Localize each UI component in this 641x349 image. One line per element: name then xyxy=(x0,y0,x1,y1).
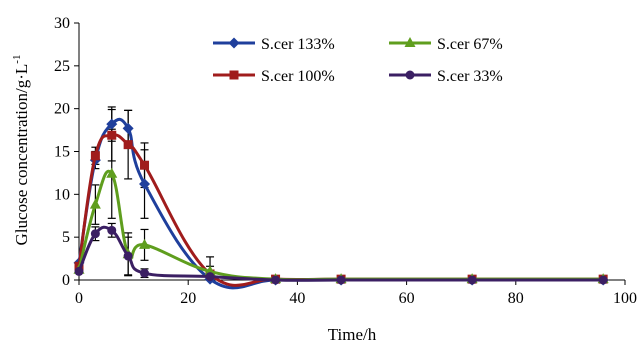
legend-label-s-cer-100: S.cer 100% xyxy=(261,68,335,85)
series-line-s-cer-133 xyxy=(77,117,604,290)
data-point-s-cer-67 xyxy=(204,265,216,276)
y-tick-label: 20 xyxy=(54,101,70,118)
data-point-s-cer-100 xyxy=(90,151,100,161)
data-point-s-cer-33 xyxy=(336,275,346,285)
legend-label-s-cer-133: S.cer 133% xyxy=(261,36,335,53)
y-tick-label: 30 xyxy=(54,15,70,32)
legend-label-s-cer-67: S.cer 67% xyxy=(437,36,503,53)
legend-marker-s-cer-67 xyxy=(404,37,416,47)
legend-marker-s-cer-33 xyxy=(405,70,415,80)
y-tick-label: 5 xyxy=(62,229,70,246)
x-tick-label: 0 xyxy=(75,290,83,307)
data-point-s-cer-133 xyxy=(122,122,134,134)
data-point-s-cer-100 xyxy=(107,130,117,140)
data-point-s-cer-67 xyxy=(106,167,118,178)
x-tick-label: 40 xyxy=(289,290,305,307)
data-point-s-cer-100 xyxy=(123,140,133,150)
tick-labels: 0 5 10 15 20 25 30 0 20 40 60 80 100 xyxy=(54,15,637,307)
y-axis-title-main: Glucose concentration/g·L xyxy=(12,64,31,246)
data-point-s-cer-33 xyxy=(74,266,84,276)
x-axis-title: Time/h xyxy=(328,325,377,344)
y-tick-label: 10 xyxy=(54,186,70,203)
legend-marker-s-cer-100 xyxy=(229,70,239,80)
series-layer xyxy=(73,117,609,290)
data-point-s-cer-33 xyxy=(205,272,215,282)
x-tick-label: 80 xyxy=(508,290,524,307)
data-point-s-cer-67 xyxy=(89,198,101,209)
data-point-s-cer-67 xyxy=(139,238,151,249)
data-point-s-cer-33 xyxy=(107,225,117,235)
data-point-s-cer-33 xyxy=(123,251,133,261)
data-point-s-cer-100 xyxy=(140,160,150,170)
data-point-s-cer-33 xyxy=(140,268,150,278)
y-tick-label: 0 xyxy=(62,272,70,289)
data-point-s-cer-133 xyxy=(139,178,151,190)
legend-label-s-cer-33: S.cer 33% xyxy=(437,68,503,85)
y-axis-title: Glucose concentration/g·L-1 xyxy=(11,55,31,246)
data-point-s-cer-33 xyxy=(598,275,608,285)
axes xyxy=(74,22,626,285)
legend: S.cer 133% S.cer 67% S.cer 100% S.cer 33% xyxy=(213,36,503,85)
data-point-s-cer-33 xyxy=(271,275,281,285)
x-tick-label: 20 xyxy=(180,290,196,307)
x-tick-label: 60 xyxy=(399,290,415,307)
data-point-s-cer-133 xyxy=(106,118,118,130)
data-point-s-cer-33 xyxy=(467,275,477,285)
y-axis-title-superscript: -1 xyxy=(11,55,23,64)
series-line-s-cer-33 xyxy=(77,225,604,282)
y-tick-label: 25 xyxy=(54,58,70,75)
data-point-s-cer-33 xyxy=(90,229,100,239)
legend-marker-s-cer-133 xyxy=(228,37,240,49)
x-tick-label: 100 xyxy=(613,290,637,307)
y-tick-label: 15 xyxy=(54,144,70,161)
